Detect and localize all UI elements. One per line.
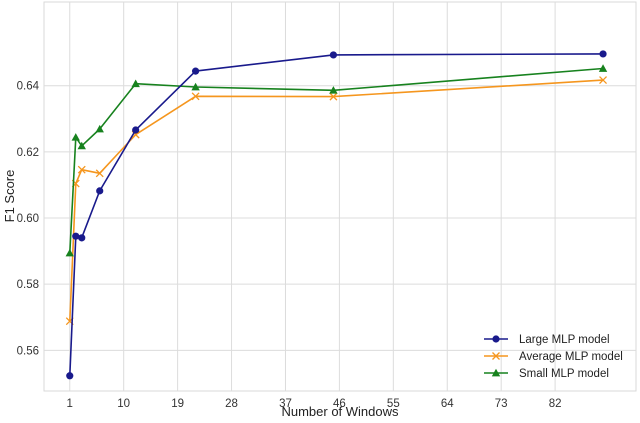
x-marker-icon [329,92,338,101]
triangle-marker-icon [71,133,80,141]
y-tick-label: 0.64 [17,81,40,93]
legend-label: Average MLP model [519,351,623,363]
series-small-mlp-model [65,64,608,257]
x-marker-icon [191,92,200,101]
legend-label: Large MLP model [519,334,610,346]
x-marker-icon [599,76,608,85]
triangle-marker-icon [131,79,140,88]
x-tick-label: 82 [549,398,562,410]
x-marker-icon [492,352,500,360]
circle-marker-icon [329,51,338,59]
series-layer [65,50,608,380]
y-gridlines [44,85,636,351]
legend: Large MLP model Average MLP model Small ML… [484,334,623,380]
legend-item-average-mlp-model: Average MLP model [484,351,623,363]
triangle-marker-icon [598,64,608,72]
x-gridlines [69,2,556,391]
x-axis-label: Number of Windows [281,404,399,419]
x-tick-label: 64 [441,398,454,410]
series-line [69,79,604,322]
x-tick-label: 73 [495,398,508,410]
circle-marker-icon [78,234,86,242]
circle-marker-icon [599,50,607,58]
x-tick-label: 46 [333,398,346,410]
x-tick-label: 19 [171,398,184,410]
circle-marker-icon [191,67,200,75]
x-tick-label: 37 [279,398,292,410]
circle-marker-icon [66,372,74,380]
y-tick-labels: 0.56 0.58 0.60 0.62 0.64 [17,81,40,358]
triangle-marker-icon [77,141,86,150]
triangle-marker-icon [65,248,74,257]
series-large-mlp-model [66,50,607,380]
y-tick-label: 0.62 [17,147,39,159]
circle-marker-icon [132,126,140,134]
x-marker-icon [77,165,86,174]
legend-item-large-mlp-model: Large MLP model [484,334,610,346]
x-tick-label: 1 [67,398,73,410]
plot-area [43,1,637,392]
x-marker-icon [95,169,104,178]
x-tick-labels: 1 10 19 28 37 46 55 64 73 82 [67,398,562,410]
circle-marker-icon [492,335,500,343]
legend-label: Small MLP model [519,368,609,380]
y-tick-label: 0.56 [17,345,39,357]
y-tick-label: 0.60 [17,213,39,225]
triangle-marker-icon [191,82,200,91]
triangle-marker-icon [491,368,501,377]
circle-marker-icon [72,232,80,240]
triangle-marker-icon [95,124,104,133]
x-tick-label: 10 [117,398,130,410]
circle-marker-icon [96,187,104,195]
y-tick-label: 0.58 [17,279,39,291]
x-tick-label: 55 [387,398,400,410]
triangle-marker-icon [329,86,338,94]
y-axis-label: F1 Score [2,170,17,223]
legend-item-small-mlp-model: Small MLP model [484,368,609,380]
x-tick-label: 28 [225,398,238,410]
